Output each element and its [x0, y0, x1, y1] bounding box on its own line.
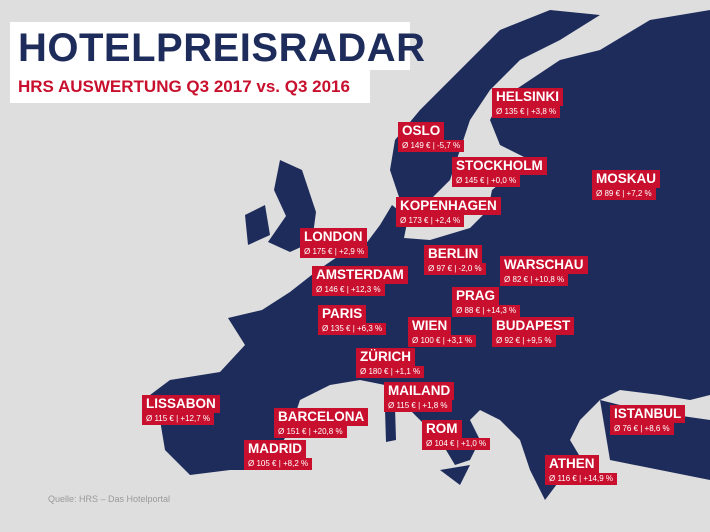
subtitle: HRS AUSWERTUNG Q3 2017 vs. Q3 2016 — [18, 77, 350, 96]
city-label: MADRID Ø 105 € | +8,2 % — [244, 440, 313, 470]
city-info: Ø 173 € | +2,4 % — [396, 215, 465, 227]
city-label: OSLO Ø 149 € | -5,7 % — [398, 122, 465, 152]
city-label: ROM Ø 104 € | +1,0 % — [422, 420, 491, 450]
city-info: Ø 115 € | +12,7 % — [142, 413, 214, 425]
sardinia — [385, 408, 396, 442]
city-label: AMSTERDAM Ø 146 € | +12,3 % — [312, 266, 408, 296]
city-name: ATHEN — [545, 455, 599, 473]
city-info: Ø 135 € | +3,8 % — [492, 106, 561, 118]
city-label: WIEN Ø 100 € | +3,1 % — [408, 317, 477, 347]
city-info: Ø 180 € | +1,1 % — [356, 366, 425, 378]
city-name: LISSABON — [142, 395, 220, 413]
city-label: HELSINKI Ø 135 € | +3,8 % — [492, 88, 564, 118]
city-name: PARIS — [318, 305, 367, 323]
city-name: BUDAPEST — [492, 317, 575, 335]
city-name: ROM — [422, 420, 462, 438]
city-label: LISSABON Ø 115 € | +12,7 % — [142, 395, 220, 425]
sicily — [440, 465, 470, 485]
city-name: ISTANBUL — [610, 405, 686, 423]
city-name: MADRID — [244, 440, 306, 458]
ireland — [245, 205, 270, 245]
city-label: BERLIN Ø 97 € | -2,0 % — [424, 245, 486, 275]
city-label: PARIS Ø 135 € | +6,3 % — [318, 305, 387, 335]
city-label: BUDAPEST Ø 92 € | +9,5 % — [492, 317, 575, 347]
city-name: MOSKAU — [592, 170, 660, 188]
city-info: Ø 104 € | +1,0 % — [422, 438, 491, 450]
city-label: ISTANBUL Ø 76 € | +8,6 % — [610, 405, 686, 435]
city-info: Ø 116 € | +14,9 % — [545, 473, 617, 485]
title: HOTELPREISRADAR — [18, 26, 426, 70]
city-info: Ø 175 € | +2,9 % — [300, 246, 369, 258]
city-info: Ø 105 € | +8,2 % — [244, 458, 313, 470]
city-label: KOPENHAGEN Ø 173 € | +2,4 % — [396, 197, 501, 227]
city-label: PRAG Ø 88 € | +14,3 % — [452, 287, 521, 317]
city-name: PRAG — [452, 287, 500, 305]
city-info: Ø 88 € | +14,3 % — [452, 305, 521, 317]
city-label: MAILAND Ø 115 € | +1,8 % — [384, 382, 455, 412]
city-label: MOSKAU Ø 89 € | +7,2 % — [592, 170, 660, 200]
city-name: KOPENHAGEN — [396, 197, 501, 215]
city-name: WIEN — [408, 317, 452, 335]
city-label: STOCKHOLM Ø 145 € | +0,0 % — [452, 157, 547, 187]
city-name: HELSINKI — [492, 88, 564, 106]
city-info: Ø 97 € | -2,0 % — [424, 263, 486, 275]
city-info: Ø 92 € | +9,5 % — [492, 335, 556, 347]
city-label: BARCELONA Ø 151 € | +20,8 % — [274, 408, 369, 438]
city-name: OSLO — [398, 122, 445, 140]
scandinavia — [390, 10, 600, 200]
city-info: Ø 89 € | +7,2 % — [592, 188, 656, 200]
title-box: HOTELPREISRADAR — [10, 22, 425, 70]
city-info: Ø 115 € | +1,8 % — [384, 400, 452, 412]
city-info: Ø 135 € | +6,3 % — [318, 323, 387, 335]
city-info: Ø 146 € | +12,3 % — [312, 284, 385, 296]
city-label: ZÜRICH Ø 180 € | +1,1 % — [356, 348, 425, 378]
city-info: Ø 151 € | +20,8 % — [274, 426, 347, 438]
city-info: Ø 82 € | +10,8 % — [500, 274, 569, 286]
city-name: STOCKHOLM — [452, 157, 547, 175]
city-name: WARSCHAU — [500, 256, 588, 274]
city-name: BERLIN — [424, 245, 483, 263]
city-label: WARSCHAU Ø 82 € | +10,8 % — [500, 256, 588, 286]
city-info: Ø 149 € | -5,7 % — [398, 140, 465, 152]
city-info: Ø 76 € | +8,6 % — [610, 423, 674, 435]
city-info: Ø 145 € | +0,0 % — [452, 175, 521, 187]
city-label: ATHEN Ø 116 € | +14,9 % — [545, 455, 617, 485]
city-name: AMSTERDAM — [312, 266, 408, 284]
city-name: LONDON — [300, 228, 367, 246]
source: Quelle: HRS – Das Hotelportal — [48, 494, 171, 504]
city-name: ZÜRICH — [356, 348, 415, 366]
city-name: MAILAND — [384, 382, 455, 400]
subtitle-box: HRS AUSWERTUNG Q3 2017 vs. Q3 2016 — [10, 70, 370, 103]
city-label: LONDON Ø 175 € | +2,9 % — [300, 228, 369, 258]
city-info: Ø 100 € | +3,1 % — [408, 335, 477, 347]
city-name: BARCELONA — [274, 408, 369, 426]
